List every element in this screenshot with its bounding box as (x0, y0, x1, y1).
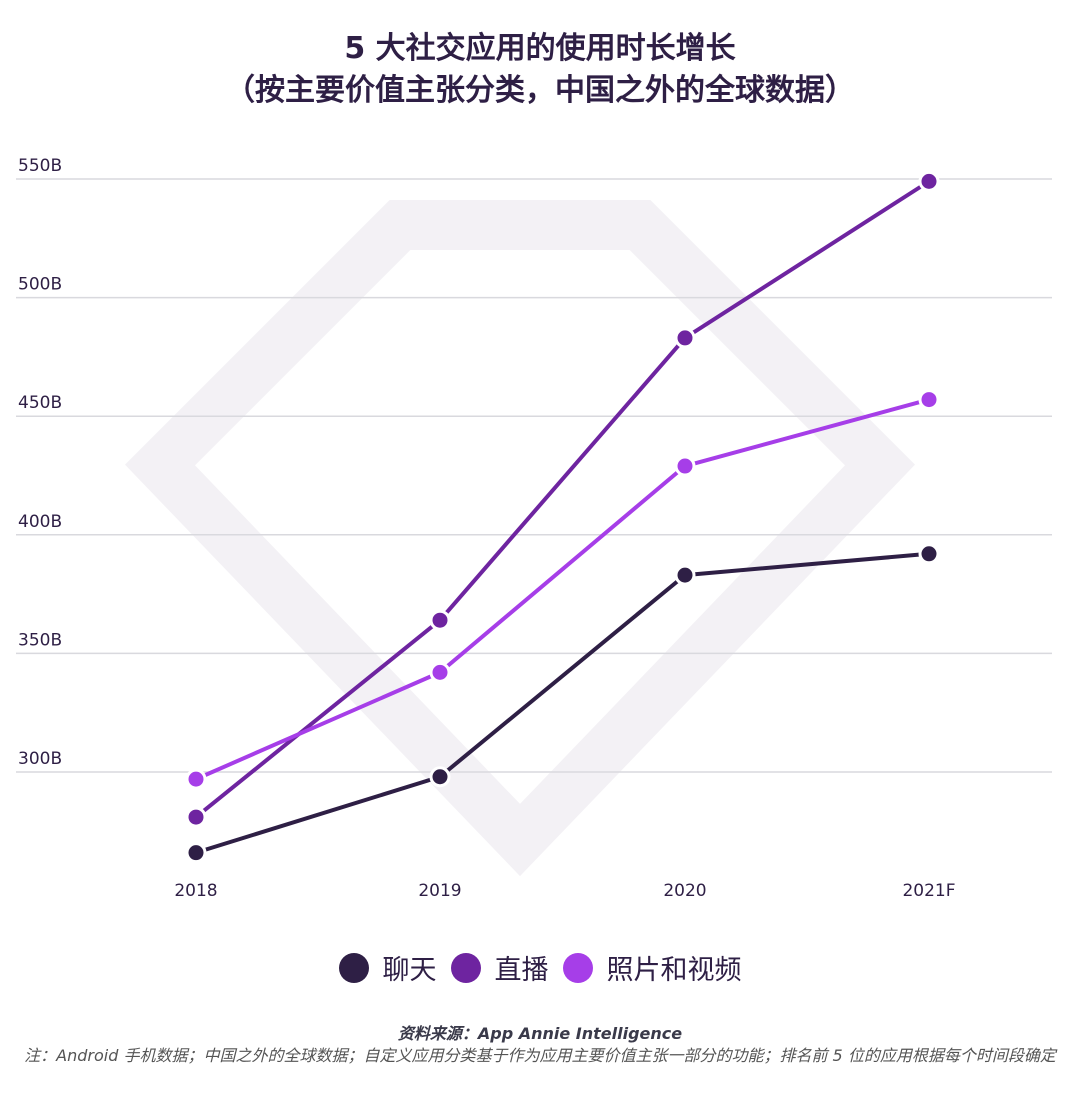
data-point (918, 389, 940, 411)
chart-title: 5 大社交应用的使用时长增长 （按主要价值主张分类，中国之外的全球数据） (0, 28, 1080, 112)
legend-dot-icon (450, 952, 481, 983)
title-line-2: （按主要价值主张分类，中国之外的全球数据） (225, 73, 855, 108)
source-text: 资料来源：App Annie Intelligence (397, 1024, 683, 1043)
series-line-2 (195, 397, 930, 781)
data-point (429, 609, 451, 631)
series-line-0 (195, 551, 930, 855)
y-tick-label: 450B (18, 393, 62, 413)
legend: 聊天 直播 照片和视频 (0, 948, 1080, 987)
title-line-1: 5 大社交应用的使用时长增长 (344, 31, 736, 66)
data-point (185, 842, 207, 864)
legend-item: 照片和视频 (562, 948, 742, 987)
data-point (674, 564, 696, 586)
data-point (185, 768, 207, 790)
data-point (918, 170, 940, 192)
data-point (429, 661, 451, 683)
footnote: 注：Android 手机数据；中国之外的全球数据；自定义应用分类基于作为应用主要… (24, 1046, 1056, 1065)
data-point (674, 455, 696, 477)
legend-label: 直播 (494, 955, 549, 986)
y-tick-label: 550B (18, 156, 62, 176)
legend-dot-icon (562, 952, 593, 983)
watermark-logo (125, 200, 915, 877)
data-point (674, 327, 696, 349)
x-tick-label: 2020 (663, 881, 706, 901)
data-point (429, 766, 451, 788)
x-tick-label: 2019 (418, 881, 461, 901)
data-point (918, 543, 940, 565)
legend-item: 直播 (450, 948, 549, 987)
x-tick-label: 2018 (174, 881, 217, 901)
data-point (185, 806, 207, 828)
legend-label: 照片和视频 (606, 955, 742, 986)
y-tick-label: 350B (18, 630, 62, 650)
y-tick-label: 400B (18, 512, 62, 532)
y-tick-label: 500B (18, 275, 62, 295)
legend-item: 聊天 (338, 948, 437, 987)
x-tick-label: 2021F (902, 881, 955, 901)
line-chart: 300B 350B 400B 450B 500B 550B 2018 2019 2020 202… (16, 156, 1052, 901)
legend-label: 聊天 (382, 955, 437, 986)
series-line-1 (194, 179, 931, 819)
y-tick-label: 300B (18, 749, 62, 769)
legend-dot-icon (338, 952, 369, 983)
